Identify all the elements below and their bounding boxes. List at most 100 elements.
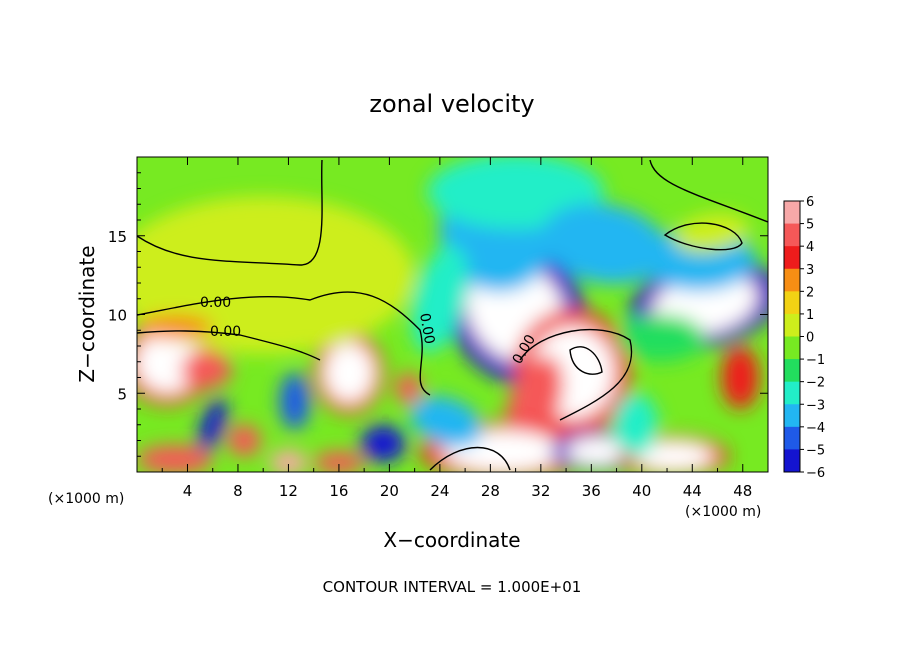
x-tick-label: 48 bbox=[733, 482, 752, 500]
field-feature bbox=[137, 314, 213, 340]
contour-lines bbox=[137, 159, 768, 471]
field-feature-core bbox=[541, 203, 667, 284]
field-feature-core bbox=[313, 451, 365, 472]
colorbar-label: −2 bbox=[806, 376, 825, 391]
field-feature-core bbox=[198, 397, 228, 452]
field-feature bbox=[409, 395, 483, 448]
x-tick-label: 24 bbox=[430, 482, 449, 500]
contour-label: 0.00 bbox=[200, 295, 231, 311]
field-feature bbox=[269, 449, 308, 472]
colorbar-segment bbox=[784, 291, 800, 315]
heatmap-field: 0.00 0.00 0.00 0.00 bbox=[137, 157, 768, 472]
colorbar-label: 1 bbox=[806, 308, 814, 323]
field-feature bbox=[181, 350, 232, 389]
colorbar-segment bbox=[784, 268, 800, 292]
colorbar-segment bbox=[784, 313, 800, 337]
colorbar: 6 5 4 3 2 1 0 −1 −2 −3 −4 −5 −6 bbox=[783, 195, 825, 481]
colorbar-label: 2 bbox=[806, 285, 814, 300]
field-feature-core bbox=[137, 196, 415, 354]
contour-label: 0.00 bbox=[210, 324, 241, 340]
zero-contour-mid bbox=[137, 291, 431, 396]
x-unit-label-right: (×1000 m) bbox=[685, 504, 761, 520]
field-feature-core bbox=[673, 212, 749, 253]
field-feature-core bbox=[279, 372, 310, 430]
field-feature bbox=[198, 397, 228, 452]
field-blobs bbox=[137, 157, 768, 472]
colorbar-label: −6 bbox=[806, 466, 825, 481]
field-feature-core bbox=[269, 449, 308, 472]
field-feature bbox=[137, 445, 213, 472]
field-feature bbox=[395, 372, 421, 405]
colorbar-segment bbox=[784, 404, 800, 428]
field-feature-core bbox=[409, 395, 483, 448]
field-feature-core bbox=[395, 372, 421, 405]
x-tick-label: 20 bbox=[380, 482, 399, 500]
field-feature-core bbox=[227, 424, 261, 457]
x-unit-label-left: (×1000 m) bbox=[48, 491, 124, 507]
y-axis-label: Z−coordinate bbox=[75, 245, 99, 382]
contour-interval-footer: CONTOUR INTERVAL = 1.000E+01 bbox=[323, 578, 582, 596]
field-feature bbox=[137, 196, 415, 354]
colorbar-label: 6 bbox=[806, 195, 814, 210]
field-feature bbox=[314, 331, 384, 414]
y-tick-label: 5 bbox=[117, 385, 127, 403]
colorbar-segment bbox=[784, 223, 800, 247]
field-feature-core bbox=[566, 437, 630, 466]
colorbar-label: −4 bbox=[806, 421, 825, 436]
colorbar-label: −5 bbox=[806, 443, 825, 458]
colorbar-label: −1 bbox=[806, 353, 825, 368]
x-tick-label: 16 bbox=[329, 482, 348, 500]
x-axis: 4 8 12 16 20 24 28 32 36 40 44 48 bbox=[161, 157, 752, 500]
field-feature-core bbox=[137, 445, 213, 472]
x-tick-label: 44 bbox=[683, 482, 702, 500]
colorbar-label: 4 bbox=[806, 240, 814, 255]
field-feature bbox=[721, 346, 760, 409]
field-feature-core bbox=[635, 442, 712, 471]
x-axis-label: X−coordinate bbox=[383, 528, 520, 552]
colorbar-label: 5 bbox=[806, 218, 814, 233]
zero-contour-blob bbox=[569, 346, 603, 375]
colorbar-segment bbox=[784, 336, 800, 360]
colorbar-segment bbox=[784, 381, 800, 405]
colorbar-segment bbox=[784, 201, 800, 225]
field-feature-core bbox=[612, 393, 659, 457]
zero-contour-right bbox=[649, 159, 768, 223]
x-tick-label: 28 bbox=[481, 482, 500, 500]
field-feature bbox=[227, 424, 261, 457]
field-feature bbox=[360, 424, 406, 463]
field-feature bbox=[616, 314, 705, 362]
zero-contour-bottom bbox=[429, 446, 511, 471]
x-tick-label: 32 bbox=[531, 482, 550, 500]
colorbar-segment bbox=[784, 246, 800, 270]
x-tick-label: 40 bbox=[632, 482, 651, 500]
field-feature-core bbox=[325, 344, 373, 402]
field-feature-core bbox=[616, 314, 705, 362]
colorbar-label: 0 bbox=[806, 331, 814, 346]
colorbar-segment bbox=[784, 426, 800, 450]
field-feature bbox=[673, 212, 749, 253]
zero-contour-island bbox=[663, 222, 743, 251]
x-tick-label: 12 bbox=[279, 482, 298, 500]
colorbar-label: −3 bbox=[806, 398, 825, 413]
colorbar-segment bbox=[784, 359, 800, 383]
zero-contour-upper bbox=[137, 159, 323, 266]
y-tick-label: 10 bbox=[108, 307, 127, 325]
field-feature bbox=[411, 245, 469, 353]
zero-contour-center bbox=[519, 328, 633, 421]
zero-contour-lower bbox=[137, 330, 321, 361]
field-feature-core bbox=[721, 346, 760, 409]
x-tick-label: 36 bbox=[582, 482, 601, 500]
field-feature bbox=[279, 372, 310, 430]
x-tick-label: 4 bbox=[183, 482, 193, 500]
x-tick-label: 8 bbox=[233, 482, 243, 500]
field-feature bbox=[313, 451, 365, 472]
colorbar-segment bbox=[784, 449, 800, 473]
field-feature bbox=[541, 203, 667, 284]
y-axis: 5 10 15 bbox=[108, 172, 768, 457]
field-feature-core bbox=[360, 424, 406, 463]
field-feature-core bbox=[411, 245, 469, 353]
field-feature bbox=[612, 393, 659, 457]
field-feature-core bbox=[137, 314, 213, 340]
